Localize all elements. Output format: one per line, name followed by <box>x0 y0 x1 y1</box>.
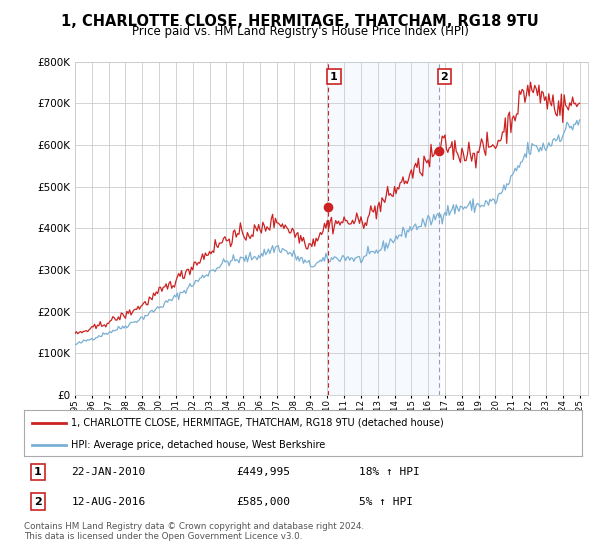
Text: £585,000: £585,000 <box>236 497 290 507</box>
Text: 2: 2 <box>34 497 42 507</box>
Text: Price paid vs. HM Land Registry's House Price Index (HPI): Price paid vs. HM Land Registry's House … <box>131 25 469 38</box>
Text: 1: 1 <box>34 467 42 477</box>
Text: 22-JAN-2010: 22-JAN-2010 <box>71 467 146 477</box>
Text: 1, CHARLOTTE CLOSE, HERMITAGE, THATCHAM, RG18 9TU: 1, CHARLOTTE CLOSE, HERMITAGE, THATCHAM,… <box>61 14 539 29</box>
Text: 1, CHARLOTTE CLOSE, HERMITAGE, THATCHAM, RG18 9TU (detached house): 1, CHARLOTTE CLOSE, HERMITAGE, THATCHAM,… <box>71 418 444 428</box>
Text: 1: 1 <box>330 72 338 82</box>
Text: £449,995: £449,995 <box>236 467 290 477</box>
Text: 12-AUG-2016: 12-AUG-2016 <box>71 497 146 507</box>
Text: 18% ↑ HPI: 18% ↑ HPI <box>359 467 419 477</box>
Text: HPI: Average price, detached house, West Berkshire: HPI: Average price, detached house, West… <box>71 440 326 450</box>
Text: 2: 2 <box>440 72 448 82</box>
Text: 5% ↑ HPI: 5% ↑ HPI <box>359 497 413 507</box>
Bar <box>328 62 439 395</box>
Text: Contains HM Land Registry data © Crown copyright and database right 2024.
This d: Contains HM Land Registry data © Crown c… <box>24 522 364 542</box>
